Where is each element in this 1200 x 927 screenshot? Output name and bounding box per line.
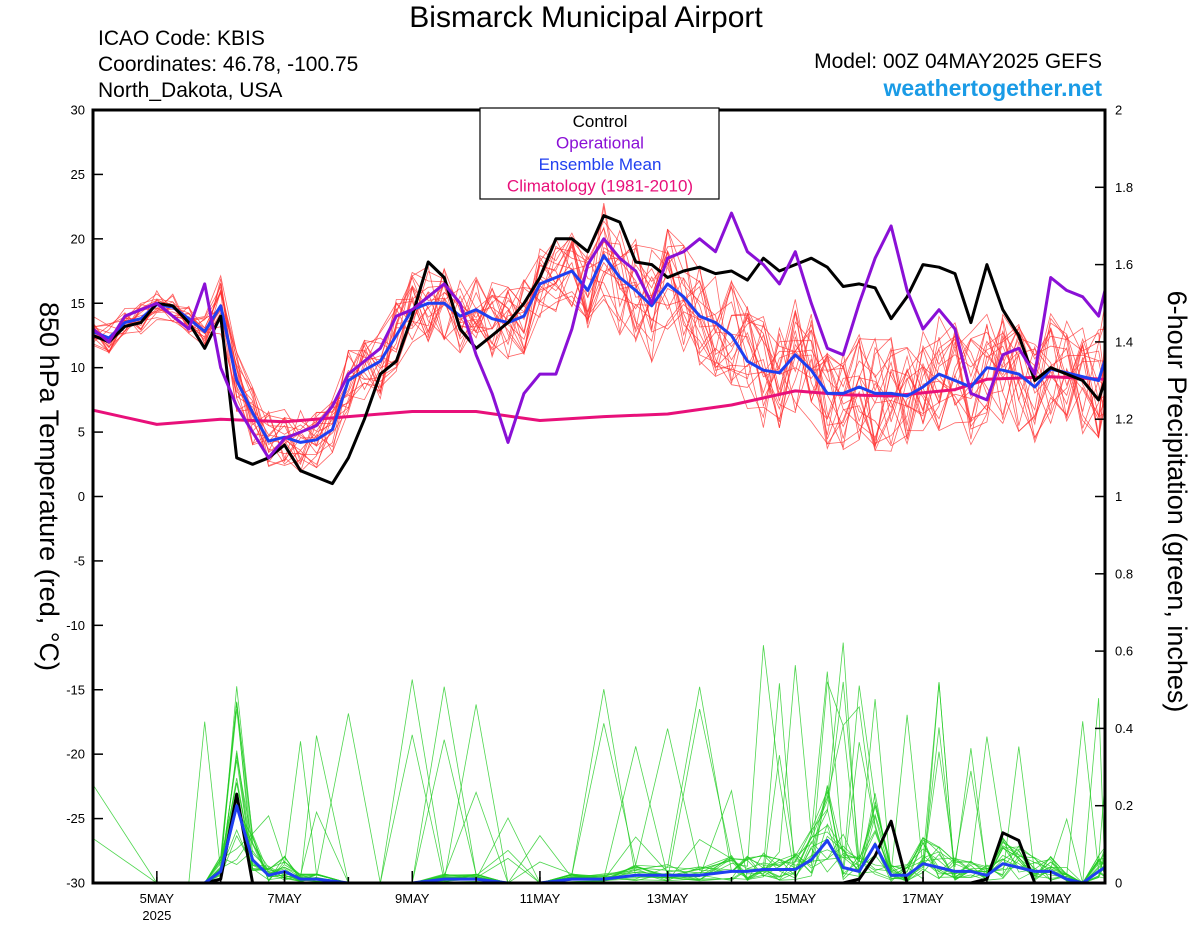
- legend-entry: Control: [573, 112, 628, 131]
- left-tick-label: -20: [66, 747, 85, 762]
- legend-box: [479, 107, 720, 200]
- temperature-member-line: [92, 228, 1106, 469]
- temperature-line-control: [92, 214, 1107, 486]
- left-axis-title: 850 hPa Temperature (red, °C): [34, 302, 64, 671]
- region: North_Dakota, USA: [98, 79, 283, 102]
- left-tick-label: 20: [71, 231, 85, 246]
- left-tick-label: 0: [78, 489, 85, 504]
- left-tick-label: -5: [73, 553, 85, 568]
- right-tick-label: 0.4: [1115, 721, 1133, 736]
- legend-entry: Ensemble Mean: [539, 155, 662, 174]
- legend-entry: Operational: [556, 134, 644, 153]
- left-tick-label: 25: [71, 167, 85, 182]
- x-tick-label: 17MAY: [902, 891, 944, 906]
- right-axis-title: 6-hour Precipitation (green, inches): [1162, 291, 1192, 713]
- left-tick-label: 10: [71, 360, 85, 375]
- x-tick-label: 15MAY: [774, 891, 816, 906]
- x-tick-label: 9MAY: [395, 891, 430, 906]
- temperature-line-climatology: [92, 375, 1106, 426]
- left-tick-label: -30: [66, 876, 85, 891]
- precip-line-ensemble-mean: [93, 804, 1106, 885]
- right-tick-label: 0.2: [1115, 798, 1133, 813]
- chart-title: Bismarck Municipal Airport: [409, 1, 763, 34]
- axes: -30-25-20-15-10-505101520253000.20.40.60…: [34, 103, 1192, 924]
- temperature-member-line: [92, 220, 1106, 473]
- legend-entry: Climatology (1981-2010): [507, 177, 693, 196]
- right-tick-label: 2: [1115, 103, 1122, 118]
- ensemble-members: [92, 203, 1106, 884]
- left-tick-label: 15: [71, 296, 85, 311]
- right-tick-label: 1.8: [1115, 180, 1133, 195]
- left-tick-label: -25: [66, 811, 85, 826]
- left-tick-label: -15: [66, 682, 85, 697]
- temperature-line-operational: [92, 211, 1107, 460]
- temperature-member-line: [92, 203, 1106, 469]
- legend: Control Operational Ensemble Mean Climatolo…: [479, 107, 720, 200]
- x-tick-label: 7MAY: [267, 891, 302, 906]
- right-tick-label: 0: [1115, 876, 1122, 891]
- temperature-member-line: [92, 206, 1106, 468]
- left-tick-label: -10: [66, 618, 85, 633]
- left-tick-label: 5: [78, 425, 85, 440]
- x-tick-label: 11MAY: [520, 891, 561, 906]
- temperature-member-line: [92, 247, 1106, 466]
- right-tick-label: 0.8: [1115, 566, 1133, 581]
- right-tick-label: 1.2: [1115, 412, 1133, 427]
- site-link[interactable]: weathertogether.net: [883, 75, 1102, 101]
- x-tick-label: 13MAY: [647, 891, 689, 906]
- coordinates: Coordinates: 46.78, -100.75: [98, 53, 359, 76]
- icao-code: ICAO Code: KBIS: [98, 27, 265, 50]
- precip-member-line: [92, 736, 1106, 884]
- right-tick-label: 1.6: [1115, 257, 1133, 272]
- left-tick-label: 30: [71, 103, 85, 118]
- x-year-label: 2025: [142, 908, 171, 923]
- right-tick-label: 0.6: [1115, 644, 1133, 659]
- model-run: Model: 00Z 04MAY2025 GEFS: [814, 50, 1102, 73]
- x-tick-label: 5MAY: [140, 891, 175, 906]
- temperature-line-ensemble-mean: [92, 254, 1107, 444]
- x-tick-label: 19MAY: [1030, 891, 1072, 906]
- right-tick-label: 1: [1115, 489, 1122, 504]
- temperature-member-line: [92, 226, 1106, 438]
- right-tick-label: 1.4: [1115, 334, 1133, 349]
